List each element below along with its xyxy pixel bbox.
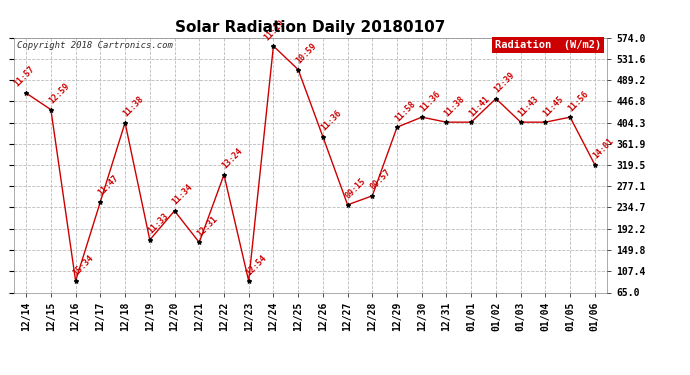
Point xyxy=(219,172,230,178)
Point xyxy=(144,237,155,243)
Text: 12:39: 12:39 xyxy=(492,70,516,94)
Point xyxy=(589,162,600,168)
Text: 12:59: 12:59 xyxy=(47,82,71,106)
Point xyxy=(491,96,502,102)
Point xyxy=(21,90,32,96)
Text: 10:59: 10:59 xyxy=(294,42,318,66)
Text: 11:47: 11:47 xyxy=(97,174,121,198)
Point xyxy=(243,278,254,284)
Text: 11:43: 11:43 xyxy=(517,94,541,118)
Text: 14:01: 14:01 xyxy=(591,137,615,161)
Point xyxy=(342,202,353,208)
Point xyxy=(564,114,575,120)
Text: 11:56: 11:56 xyxy=(566,89,590,113)
Point xyxy=(317,134,328,140)
Point xyxy=(268,43,279,49)
Text: 11:33: 11:33 xyxy=(146,212,170,236)
Point xyxy=(466,119,477,125)
Text: 09:57: 09:57 xyxy=(368,168,393,192)
Point xyxy=(46,106,57,112)
Text: 11:36: 11:36 xyxy=(319,109,343,133)
Point xyxy=(95,199,106,205)
Text: 09:15: 09:15 xyxy=(344,177,368,201)
Text: 11:36: 11:36 xyxy=(418,89,442,113)
Text: 11:38: 11:38 xyxy=(121,94,145,118)
Point xyxy=(169,208,180,214)
Text: 12:54: 12:54 xyxy=(245,253,269,277)
Text: 11:38: 11:38 xyxy=(442,94,466,118)
Point xyxy=(293,67,304,73)
Point xyxy=(391,124,402,130)
Point xyxy=(515,119,526,125)
Text: 12:31: 12:31 xyxy=(195,214,219,238)
Text: 15:34: 15:34 xyxy=(72,253,96,277)
Point xyxy=(540,119,551,125)
Point xyxy=(367,193,378,199)
Text: 11:34: 11:34 xyxy=(170,183,195,207)
Point xyxy=(416,114,427,120)
Title: Solar Radiation Daily 20180107: Solar Radiation Daily 20180107 xyxy=(175,20,446,35)
Point xyxy=(70,278,81,284)
Point xyxy=(194,239,205,245)
Text: 11:41: 11:41 xyxy=(467,94,491,118)
Text: 13:24: 13:24 xyxy=(220,147,244,171)
Point xyxy=(119,120,130,126)
Point xyxy=(441,119,452,125)
Text: Radiation  (W/m2): Radiation (W/m2) xyxy=(495,40,601,50)
Text: Copyright 2018 Cartronics.com: Copyright 2018 Cartronics.com xyxy=(17,41,172,50)
Text: 11:58: 11:58 xyxy=(393,99,417,123)
Text: 11:45: 11:45 xyxy=(542,94,566,118)
Text: 11:19: 11:19 xyxy=(262,18,286,42)
Text: 11:57: 11:57 xyxy=(12,64,37,88)
